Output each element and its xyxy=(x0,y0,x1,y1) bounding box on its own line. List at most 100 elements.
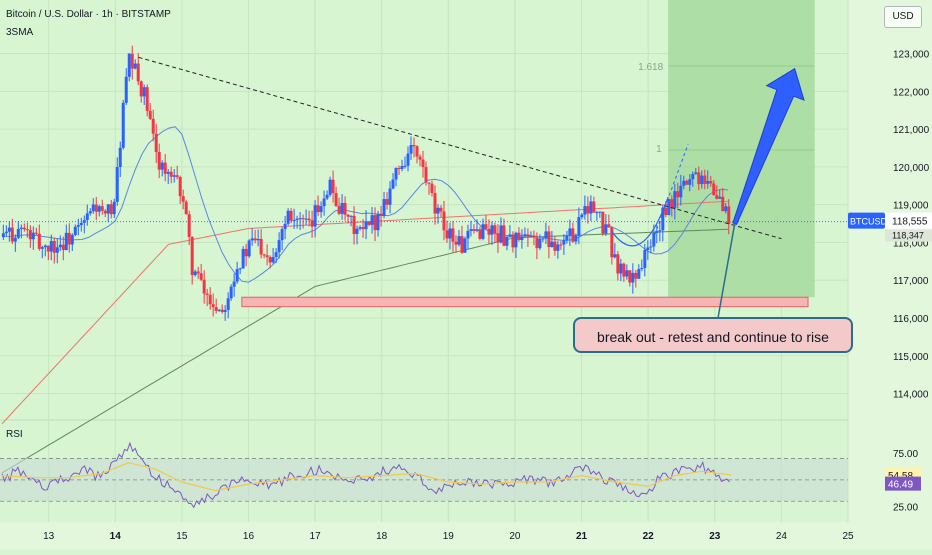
candle-body xyxy=(196,271,200,274)
support-zone xyxy=(241,296,809,308)
candle-body xyxy=(379,213,383,216)
time-tick-label: 16 xyxy=(243,531,255,542)
candle-body xyxy=(676,191,680,198)
candle-body xyxy=(49,240,53,252)
candle-body xyxy=(568,228,572,236)
candle-body xyxy=(559,244,563,246)
candle-body xyxy=(688,179,692,185)
candle-body xyxy=(337,205,341,214)
candle-body xyxy=(712,183,716,196)
candle-body xyxy=(316,205,320,213)
candle-body xyxy=(682,180,686,186)
candle-body xyxy=(424,167,428,183)
candle-body xyxy=(193,271,197,276)
last-price-label: 118,555 xyxy=(892,217,928,228)
support-zone-rect xyxy=(241,296,809,308)
candle-body xyxy=(679,185,683,198)
candle-body xyxy=(517,232,521,240)
candle-body xyxy=(43,245,47,248)
candle-body xyxy=(223,309,227,313)
chart-title: Bitcoin / U.S. Dollar · 1h · BITSTAMP xyxy=(6,9,171,20)
symbol-tag-bg xyxy=(848,212,885,229)
candle-body xyxy=(412,145,416,147)
candle-body xyxy=(268,257,272,263)
secondary-price-label: 118,347 xyxy=(892,231,924,241)
candle-body xyxy=(448,228,452,239)
candle-body xyxy=(400,166,404,169)
candle-body xyxy=(367,221,371,225)
candle-body xyxy=(418,156,422,160)
candle-body xyxy=(265,255,269,258)
candle-body xyxy=(415,146,419,157)
time-tick-label: 21 xyxy=(576,531,588,542)
candle-body xyxy=(76,225,80,227)
candle-body xyxy=(10,227,14,242)
candle-body xyxy=(487,228,491,235)
candle-body xyxy=(70,234,74,245)
candle-body xyxy=(199,273,203,280)
candle-body xyxy=(499,225,503,243)
candle-body xyxy=(595,212,599,214)
forecast-arrow xyxy=(732,67,805,225)
candle-body xyxy=(31,232,35,240)
candle-body xyxy=(697,172,701,185)
candle-body xyxy=(322,198,326,207)
time-tick-label: 20 xyxy=(509,531,521,542)
candle-body xyxy=(373,215,377,231)
time-tick-label: 19 xyxy=(443,531,455,542)
candle-body xyxy=(151,118,155,134)
projection-dashed xyxy=(654,144,689,236)
candle-body xyxy=(64,232,68,251)
price-tick-label: 123,000 xyxy=(893,50,930,61)
candle-body xyxy=(484,224,488,229)
candle-body xyxy=(175,175,179,178)
candle-body xyxy=(40,247,44,249)
candle-body xyxy=(574,235,578,242)
candle-body xyxy=(691,174,695,180)
candle-body xyxy=(220,309,224,313)
candle-body xyxy=(289,210,293,221)
time-tick-label: 15 xyxy=(176,531,188,542)
price-tick-label: 122,000 xyxy=(893,87,930,98)
candle-body xyxy=(586,206,590,214)
candle-body xyxy=(181,196,185,202)
candle-body xyxy=(451,228,455,242)
candle-body xyxy=(37,233,41,249)
candle-body xyxy=(352,215,356,234)
candle-body xyxy=(721,196,725,212)
candle-body xyxy=(250,238,254,241)
rsi-tick-label: 75.00 xyxy=(893,449,918,460)
candle-body xyxy=(244,248,248,257)
candle-body xyxy=(67,232,71,245)
candle-body xyxy=(358,227,362,229)
candle-body xyxy=(184,201,188,215)
candle-body xyxy=(142,87,146,97)
candle-body xyxy=(97,206,101,212)
candle-body xyxy=(94,204,98,212)
candle-body xyxy=(364,221,368,230)
candle-body xyxy=(205,293,209,295)
candle-body xyxy=(619,263,623,274)
trendline-dashed xyxy=(138,56,782,240)
currency-button[interactable]: USD xyxy=(884,6,922,28)
candle-body xyxy=(472,229,476,231)
candle-body xyxy=(172,175,176,177)
candle-body xyxy=(724,206,728,212)
candle-body xyxy=(133,63,137,69)
candle-body xyxy=(319,206,323,213)
candle-body xyxy=(454,241,458,245)
candle-body xyxy=(658,230,662,232)
candle-body xyxy=(46,245,50,252)
secondary-price-bg xyxy=(885,229,932,242)
candle-body xyxy=(700,175,704,185)
candle-body xyxy=(460,236,464,253)
candle-body xyxy=(334,193,338,206)
price-tick-label: 120,000 xyxy=(893,163,930,174)
rsi-signal-line xyxy=(1,462,732,492)
candle-body xyxy=(385,199,389,205)
candle-body xyxy=(262,254,266,256)
price-tick-label: 115,000 xyxy=(893,352,929,363)
candle-body xyxy=(544,231,548,239)
